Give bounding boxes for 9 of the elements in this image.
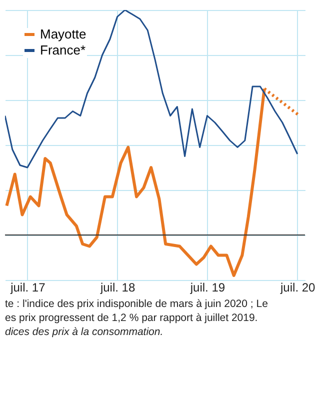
text: te : l'indice des prix indisponible de mars à juin 2020 ; Le [5,298,268,310]
text: es prix progressent de 1,2 % par rapport à juillet 2019. [5,312,258,324]
x-tick-label: juil. 19 [189,280,226,294]
x-tick-label: juil. 18 [99,280,136,294]
x-tick-label: juil. 17 [10,280,46,294]
text: dices des prix à la consommation. [5,326,164,338]
x-tick-label: juil. 20 [280,280,316,294]
legend-label: France* [40,42,86,58]
legend-label: Mayotte [40,26,86,42]
